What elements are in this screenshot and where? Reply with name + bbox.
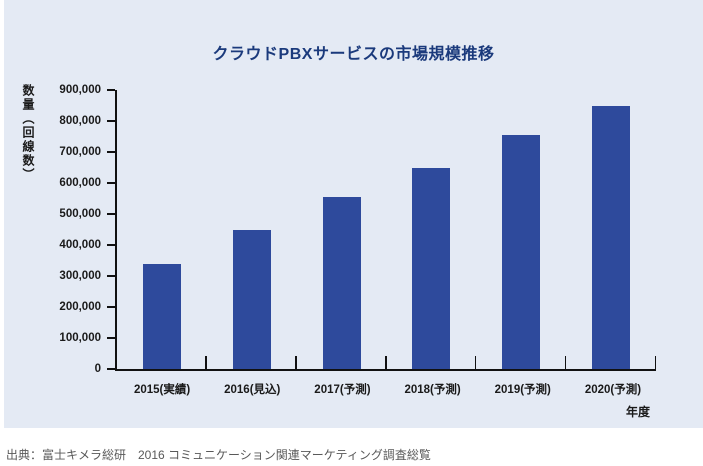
x-axis-category-label: 2015(実績) (133, 384, 191, 396)
x-axis-category-label: 2018(予測) (404, 384, 461, 396)
y-axis-tick (107, 212, 115, 215)
y-axis-tick (107, 181, 115, 184)
y-axis-label: 数量（回線数） (21, 84, 35, 182)
plot-area: 0 100,000 200,000 300,000 400,000 500,000 600,… (59, 84, 656, 375)
source-attribution: 出典：富士キメラ総研 2016 コミュニケーション関連マーケティング調査総覧 (6, 448, 431, 462)
bar (502, 134, 541, 369)
y-axis-tick (107, 119, 115, 122)
y-axis-tick-label: 700,000 (59, 146, 101, 158)
chart-title: クラウドPBXサービスの市場規模推移 (212, 46, 495, 63)
y-axis-tick (107, 89, 115, 91)
y-axis-tick-label: 900,000 (59, 84, 101, 96)
bar (232, 229, 271, 369)
x-axis-labels: 2015(実績) 2016(見込) 2017(予測) 2018(予測) 2019(予測)… (117, 381, 658, 397)
y-axis-tick-label: 500,000 (59, 208, 101, 220)
bar (412, 167, 451, 369)
bar (142, 263, 181, 369)
bar (322, 196, 361, 369)
y-axis-tick (107, 244, 115, 246)
x-axis-category-label: 2017(予測) (314, 384, 371, 396)
y-axis-tick-label: 600,000 (59, 177, 101, 189)
bar (592, 105, 631, 369)
x-axis-tick (205, 356, 207, 369)
y-axis-tick (107, 150, 115, 153)
x-axis-tick (385, 356, 387, 369)
x-axis-category-label: 2019(予測) (494, 384, 551, 396)
x-axis-title: 年度 (625, 405, 650, 419)
chart-panel: クラウドPBXサービスの市場規模推移 数量（回線数） 0 100,000 200,0… (4, 0, 703, 428)
x-axis-tick (474, 356, 477, 369)
y-axis-tick-label: 300,000 (59, 270, 101, 282)
y-axis-tick (107, 274, 115, 277)
x-axis-tick (564, 356, 567, 369)
y-axis-tick-label: 400,000 (59, 239, 101, 251)
x-axis-category-label: 2020(予測) (584, 384, 642, 396)
x-axis-tick (654, 356, 656, 369)
x-axis-tick (295, 356, 297, 369)
y-axis-tick (107, 336, 115, 339)
x-axis-category-label: 2016(見込) (224, 384, 281, 396)
y-axis-tick-label: 200,000 (59, 301, 101, 313)
y-axis-tick-label: 800,000 (59, 115, 101, 127)
y-axis-tick-label: 0 (94, 363, 101, 375)
y-axis-tick-label: 100,000 (59, 332, 101, 344)
y-axis-tick (107, 306, 115, 308)
y-axis-tick (107, 368, 115, 370)
